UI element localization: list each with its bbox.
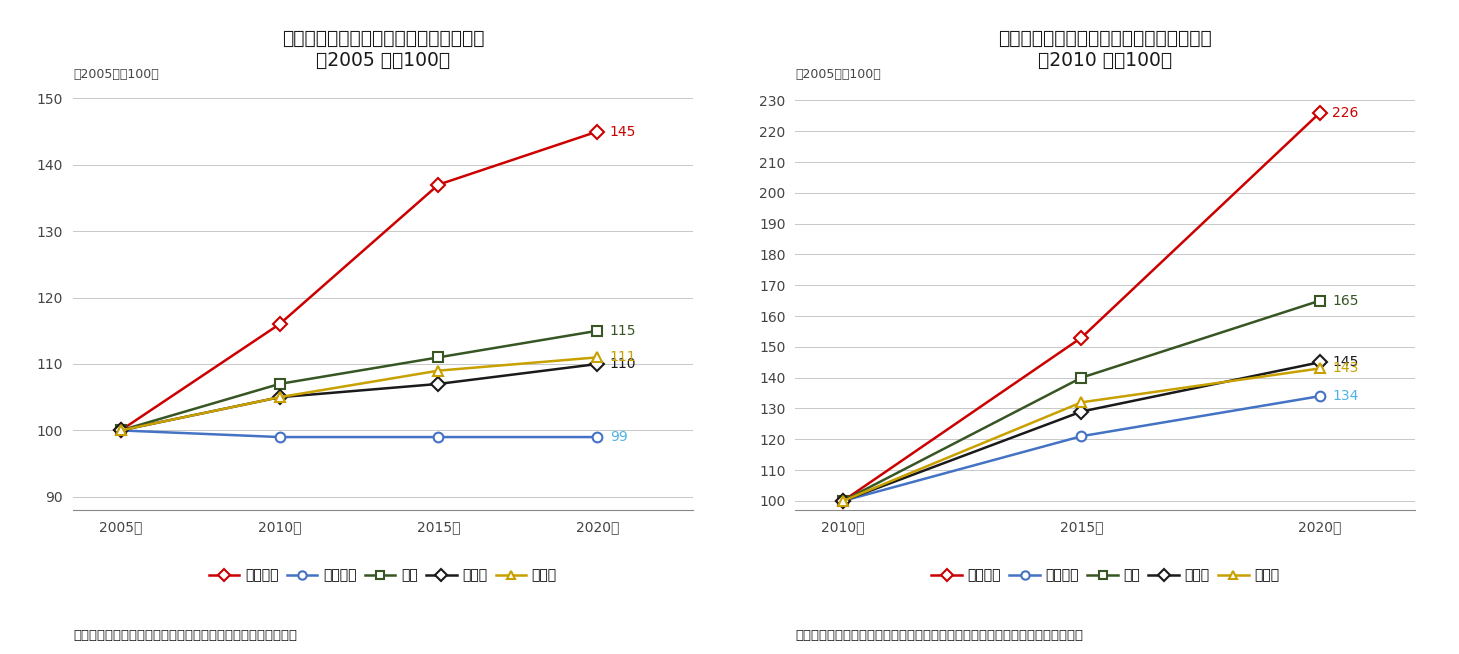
Text: 110: 110 [610,357,636,371]
Text: 111: 111 [610,351,636,364]
Text: （2005年＝100）: （2005年＝100） [73,68,159,81]
Text: 143: 143 [1332,362,1358,375]
Title: 図表６　「未就学児がいる共働き世帯」数
（2010 年＝100）: 図表６ 「未就学児がいる共働き世帯」数 （2010 年＝100） [998,29,1212,69]
Legend: 大阪都心, 大阪郊外, 北摂, 阪神間, 神戸市: 大阪都心, 大阪郊外, 北摂, 阪神間, 神戸市 [203,563,562,588]
Text: 145: 145 [1332,355,1358,370]
Text: 145: 145 [610,124,636,139]
Text: （2005年＝100）: （2005年＝100） [795,68,881,81]
Text: 226: 226 [1332,106,1358,120]
Text: 115: 115 [610,324,636,337]
Text: （出所）総務省「国勢調査」をもとにニッセイ基礎研究所作成: （出所）総務省「国勢調査」をもとにニッセイ基礎研究所作成 [73,629,298,642]
Text: （出所）国立研究開発法人建築研究所のデータをもとにニッセイ基礎研究所作成: （出所）国立研究開発法人建築研究所のデータをもとにニッセイ基礎研究所作成 [795,629,1084,642]
Text: 99: 99 [610,430,627,444]
Title: 図表５　エリア別の「夫婦のみの世帯」
（2005 年＝100）: 図表５ エリア別の「夫婦のみの世帯」 （2005 年＝100） [282,29,484,69]
Text: 134: 134 [1332,389,1358,403]
Legend: 大阪都心, 大阪郊外, 北摂, 阪神間, 神戸市: 大阪都心, 大阪郊外, 北摂, 阪神間, 神戸市 [926,563,1285,588]
Text: 165: 165 [1332,294,1358,307]
